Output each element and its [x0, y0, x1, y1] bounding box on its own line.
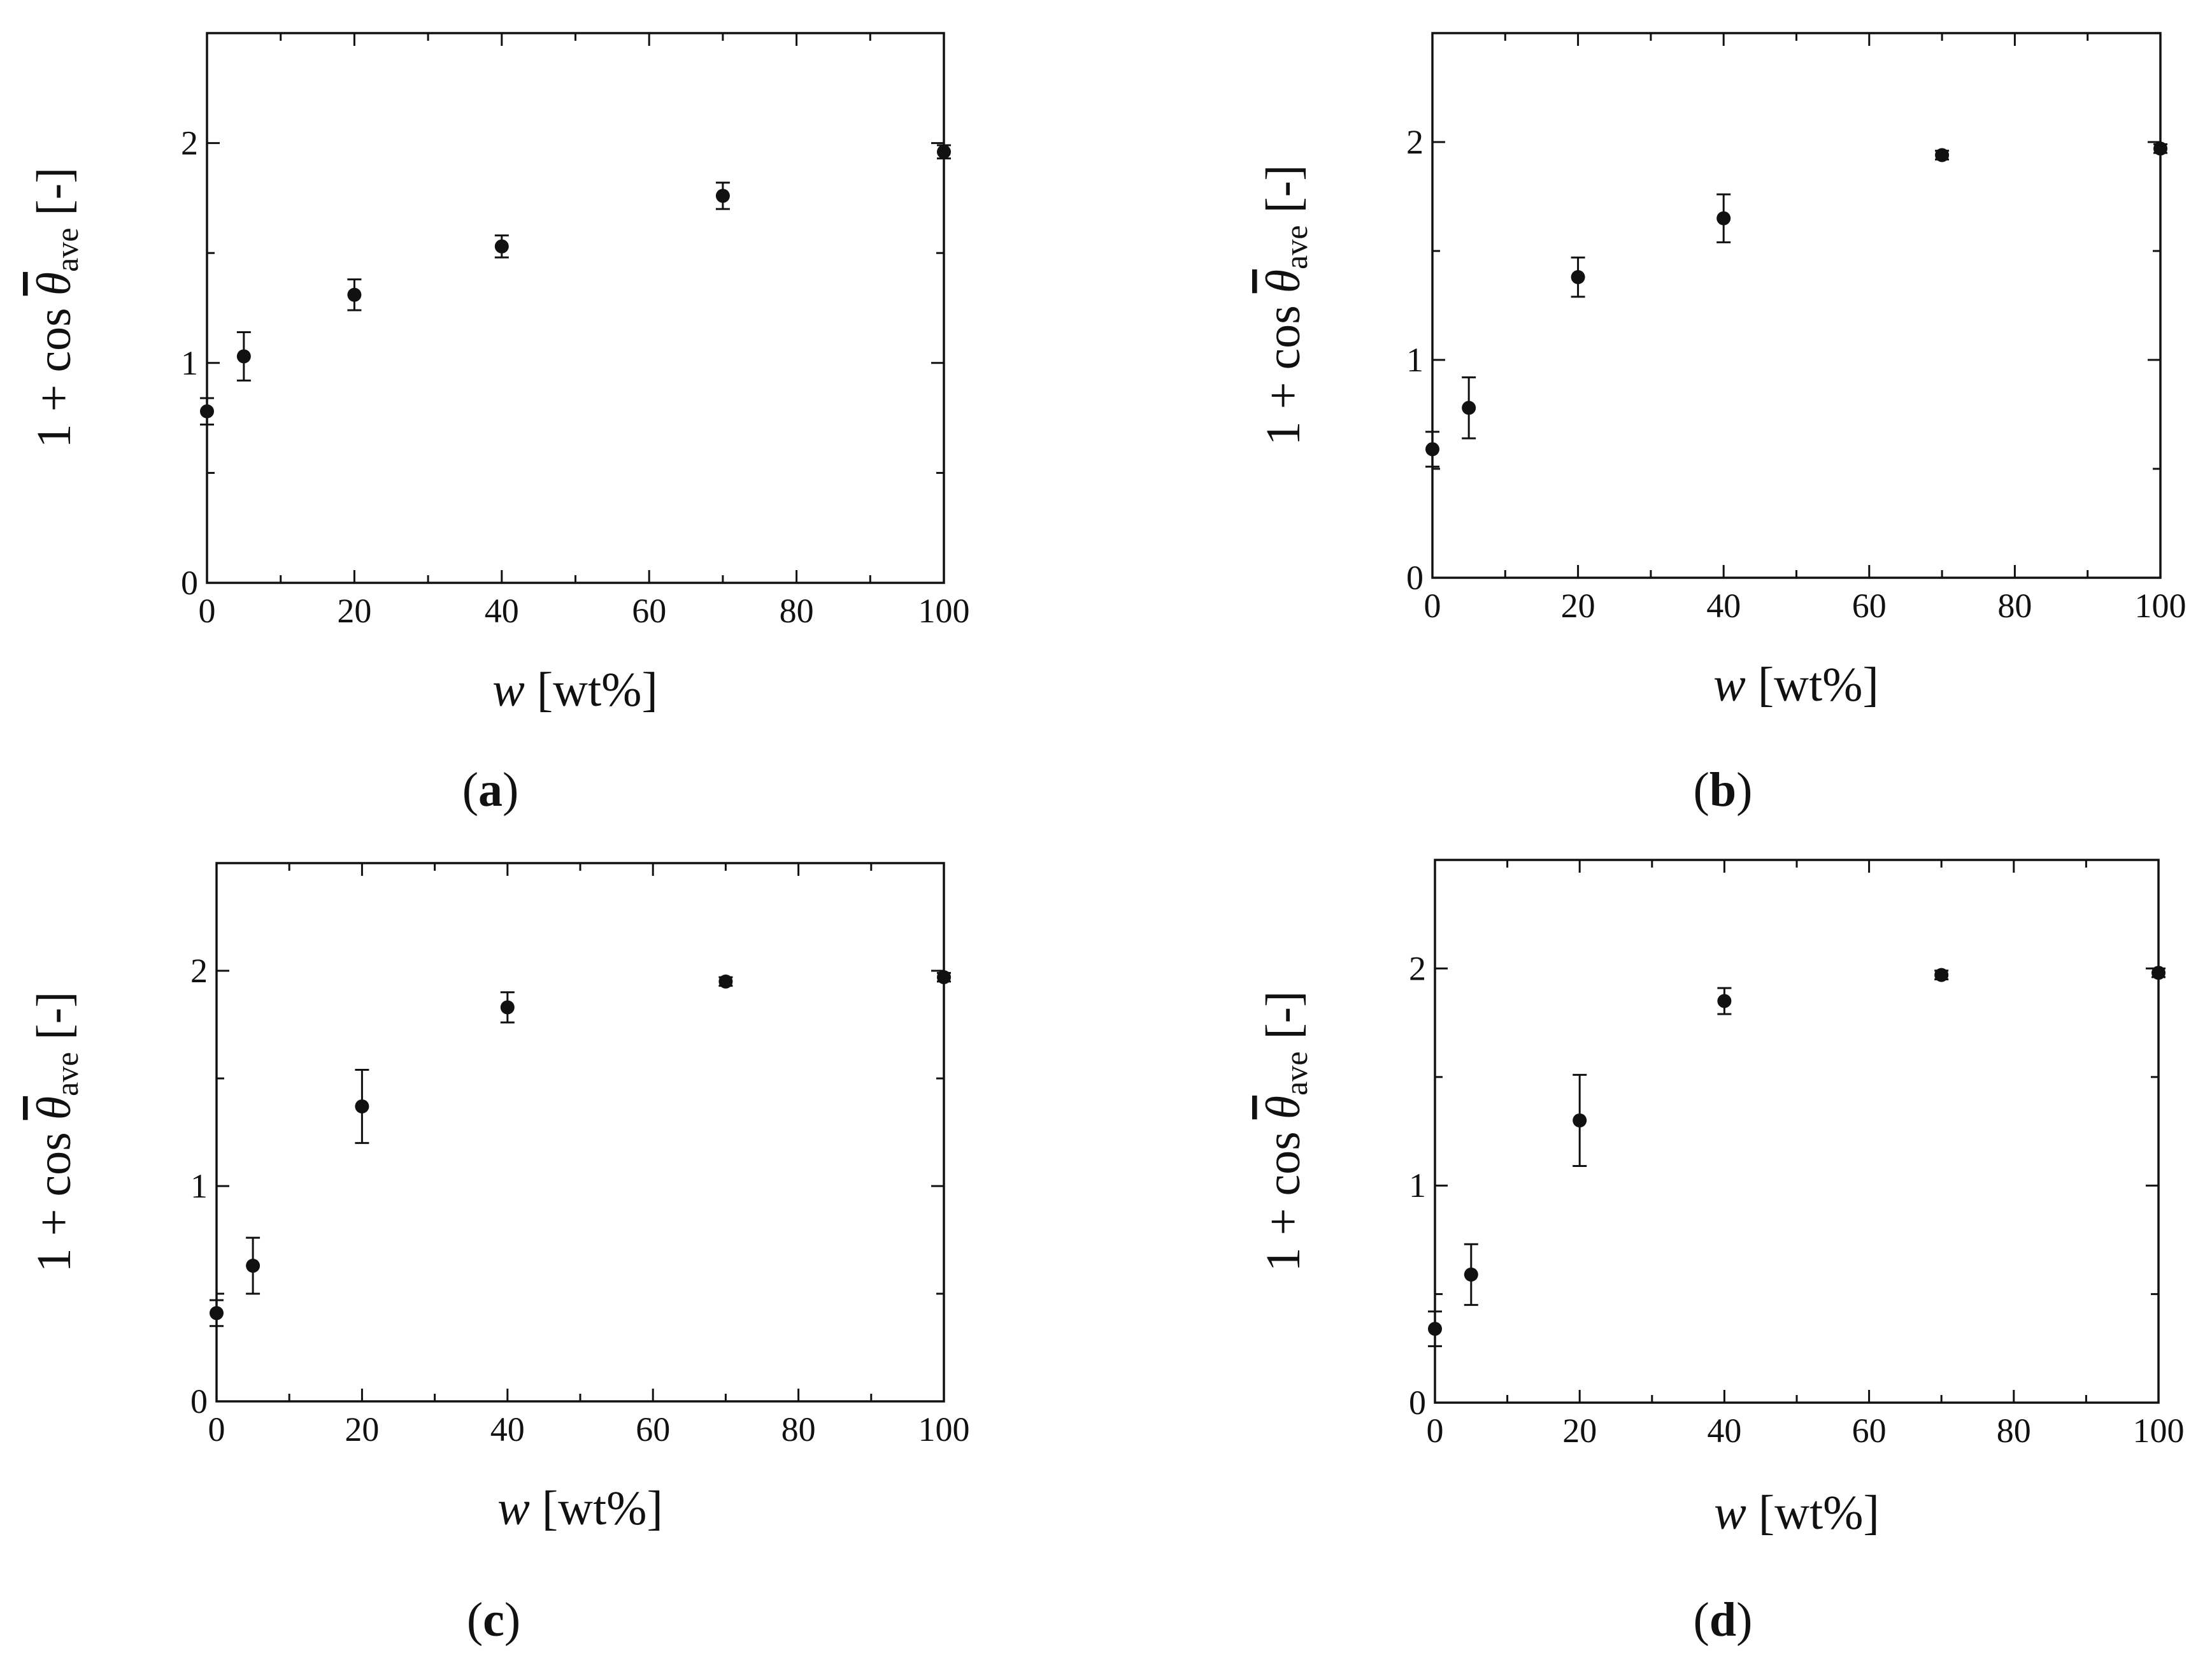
panel-b: 0 20 40 60 80 100 0 1 2 1 + cos θave [-] w [wt%]…: [1257, 32, 2187, 817]
x-tick-label: 0: [1424, 587, 1441, 625]
x-tick-label: 100: [918, 1410, 970, 1449]
ticks-c: [215, 862, 945, 1403]
x-tick-label: 40: [1706, 587, 1741, 625]
data-point: [937, 145, 951, 159]
data-point: [210, 1306, 224, 1320]
data-point: [500, 1000, 515, 1015]
data-points-c: [210, 970, 951, 1327]
data-point: [1428, 1322, 1442, 1336]
data-point: [1464, 1267, 1478, 1282]
x-tick-label: 100: [2133, 1412, 2185, 1450]
y-tick-label: 2: [190, 952, 208, 990]
data-point: [715, 189, 730, 203]
x-tick-label: 20: [337, 592, 371, 630]
y-tick-label: 1: [190, 1167, 208, 1205]
x-tick-label: 80: [780, 592, 814, 630]
y-axis-title-text-b: 1 + cos θave [-]: [1257, 165, 1314, 446]
y-axis-title-text-d: 1 + cos θave [-]: [1257, 991, 1314, 1272]
x-tick-label: 60: [1852, 587, 1887, 625]
y-axis-title-text-c: 1 + cos θave [-]: [27, 992, 85, 1273]
data-point: [718, 974, 733, 989]
data-point: [1462, 401, 1476, 415]
x-tick-label: 60: [636, 1410, 670, 1449]
data-point: [200, 404, 214, 418]
data-points-d: [1428, 966, 2166, 1347]
data-point: [494, 239, 509, 254]
data-point: [236, 349, 251, 364]
tick-labels-d: 0 20 40 60 80 100 0 1 2: [1409, 949, 2185, 1450]
y-tick-label: 0: [181, 564, 198, 602]
data-point: [355, 1099, 369, 1113]
x-tick-label: 80: [1997, 587, 2032, 625]
tick-labels-c: 0 20 40 60 80 100 0 1 2: [190, 952, 970, 1449]
x-tick-label: 20: [345, 1410, 379, 1449]
x-axis-title-d: w [wt%]: [1714, 1486, 1880, 1540]
y-tick-label: 1: [1409, 1166, 1426, 1205]
y-axis-title-b: 1 + cos θave [-]: [1257, 165, 1314, 446]
tick-labels-b: 0 20 40 60 80 100 0 1 2: [1406, 123, 2187, 625]
x-tick-label: 20: [1561, 587, 1595, 625]
ticks-d: [1434, 859, 2160, 1404]
data-point: [1716, 211, 1731, 225]
panel-c: 0 20 40 60 80 100 0 1 2 1 + cos θave [-] w [wt%]…: [27, 862, 970, 1647]
y-tick-label: 0: [1409, 1384, 1426, 1422]
y-tick-label: 0: [190, 1382, 208, 1420]
data-point: [246, 1259, 260, 1273]
y-tick-label: 1: [181, 344, 198, 382]
data-points-b: [1425, 141, 2167, 468]
y-axis-title-c: 1 + cos θave [-]: [27, 992, 85, 1273]
data-point: [1935, 148, 1950, 162]
data-point: [2151, 966, 2166, 980]
y-tick-label: 2: [181, 124, 198, 162]
x-tick-label: 0: [199, 592, 216, 630]
tick-labels-a: 0 20 40 60 80 100 0 1 2: [181, 124, 970, 630]
x-tick-label: 60: [1852, 1412, 1887, 1450]
data-point: [347, 287, 362, 302]
panel-d: 0 20 40 60 80 100 0 1 2 1 + cos θave [-] w [wt%]…: [1257, 859, 2185, 1647]
x-axis-title-c: w [wt%]: [497, 1482, 663, 1535]
y-tick-label: 2: [1409, 949, 1426, 987]
panel-label-b: (b): [1694, 763, 1753, 817]
x-axis-title-b: w [wt%]: [1713, 658, 1879, 712]
y-axis-title-d: 1 + cos θave [-]: [1257, 991, 1314, 1272]
data-point: [1425, 442, 1439, 457]
y-tick-label: 0: [1406, 559, 1424, 597]
x-tick-label: 80: [781, 1410, 816, 1449]
data-point: [1934, 968, 1949, 982]
x-tick-label: 80: [1997, 1412, 2031, 1450]
data-point: [1717, 994, 1732, 1008]
y-axis-title-a: 1 + cos θave [-]: [27, 168, 85, 448]
data-point: [1573, 1113, 1587, 1127]
x-tick-label: 0: [208, 1410, 225, 1449]
ticks-b: [1431, 32, 2162, 579]
x-tick-label: 60: [632, 592, 666, 630]
panel-label-a: (a): [462, 763, 519, 817]
x-tick-label: 20: [1562, 1412, 1597, 1450]
panel-label-d: (d): [1694, 1593, 1753, 1647]
panel-a: 0 20 40 60 80 100 0 1 2 1 + cos θave [-] w [wt%]…: [27, 32, 970, 817]
x-tick-label: 100: [2135, 587, 2187, 625]
x-tick-label: 100: [918, 592, 970, 630]
ticks-a: [206, 32, 945, 584]
y-tick-label: 2: [1406, 123, 1424, 161]
data-point: [1571, 270, 1585, 285]
y-axis-title-text-a: 1 + cos θave [-]: [27, 168, 85, 448]
x-tick-label: 40: [485, 592, 519, 630]
x-axis-title-a: w [wt%]: [492, 663, 658, 717]
data-points-a: [200, 144, 951, 426]
x-tick-label: 40: [1707, 1412, 1741, 1450]
data-point: [2153, 141, 2167, 156]
x-tick-label: 0: [1427, 1412, 1444, 1450]
y-tick-label: 1: [1406, 341, 1424, 379]
panel-label-c: (c): [467, 1593, 520, 1647]
x-tick-label: 40: [490, 1410, 525, 1449]
data-point: [937, 970, 951, 985]
